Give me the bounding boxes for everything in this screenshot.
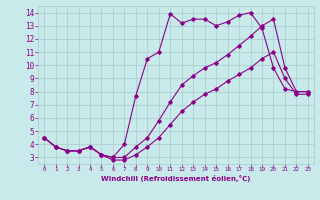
X-axis label: Windchill (Refroidissement éolien,°C): Windchill (Refroidissement éolien,°C): [101, 175, 251, 182]
